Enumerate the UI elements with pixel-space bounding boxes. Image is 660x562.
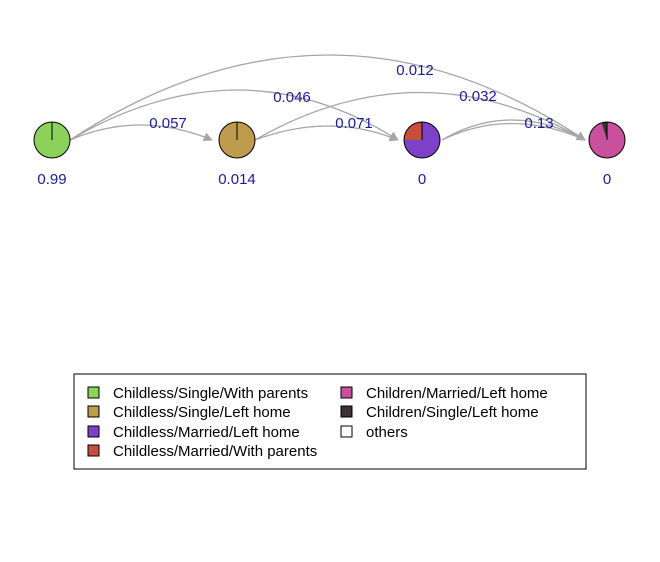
node-label-3: 0 (603, 171, 611, 188)
edge-label-0-1: 0.057 (149, 115, 187, 132)
edge-0-2 (69, 89, 399, 141)
node-label-1: 0.014 (218, 171, 256, 188)
legend-swatch-2 (87, 425, 100, 438)
legend-swatch-6 (340, 425, 353, 438)
legend-swatch-3 (87, 444, 100, 457)
legend-label-3: Childless/Married/With parents (113, 443, 317, 460)
edge-label-2-3: 0.13 (524, 115, 553, 132)
pie-slice-3-1 (601, 122, 607, 140)
legend-swatch-4 (340, 386, 353, 399)
node-pie-1 (218, 121, 256, 159)
edge-2-3 (441, 119, 586, 141)
pie-slice-2-1 (404, 122, 422, 140)
legend-frame (73, 373, 587, 470)
edge-label-1-2: 0.071 (335, 115, 373, 132)
edge-label-1-3: 0.032 (459, 88, 497, 105)
legend-label-6: others (366, 424, 408, 441)
edge-2-3-overlay (441, 122, 586, 141)
edge-0-3 (69, 54, 586, 141)
edge-label-0-2: 0.046 (273, 89, 311, 106)
legend-label-5: Children/Single/Left home (366, 404, 539, 421)
edge-1-3 (254, 91, 586, 141)
node-pie-3 (588, 121, 626, 159)
legend-swatch-5 (340, 405, 353, 418)
edge-label-0-3: 0.012 (396, 62, 434, 79)
edge-1-2 (254, 125, 399, 142)
node-label-2: 0 (418, 171, 426, 188)
node-pie-2 (403, 121, 441, 159)
legend-label-1: Childless/Single/Left home (113, 404, 291, 421)
node-label-0: 0.99 (37, 171, 66, 188)
legend: Childless/Single/With parents Childless/… (73, 373, 587, 470)
node-pie-0 (33, 121, 71, 159)
legend-swatch-0 (87, 386, 100, 399)
legend-label-0: Childless/Single/With parents (113, 385, 308, 402)
legend-label-4: Children/Married/Left home (366, 385, 548, 402)
legend-swatch-1 (87, 405, 100, 418)
edge-0-1 (69, 124, 213, 142)
legend-label-2: Childless/Married/Left home (113, 424, 300, 441)
